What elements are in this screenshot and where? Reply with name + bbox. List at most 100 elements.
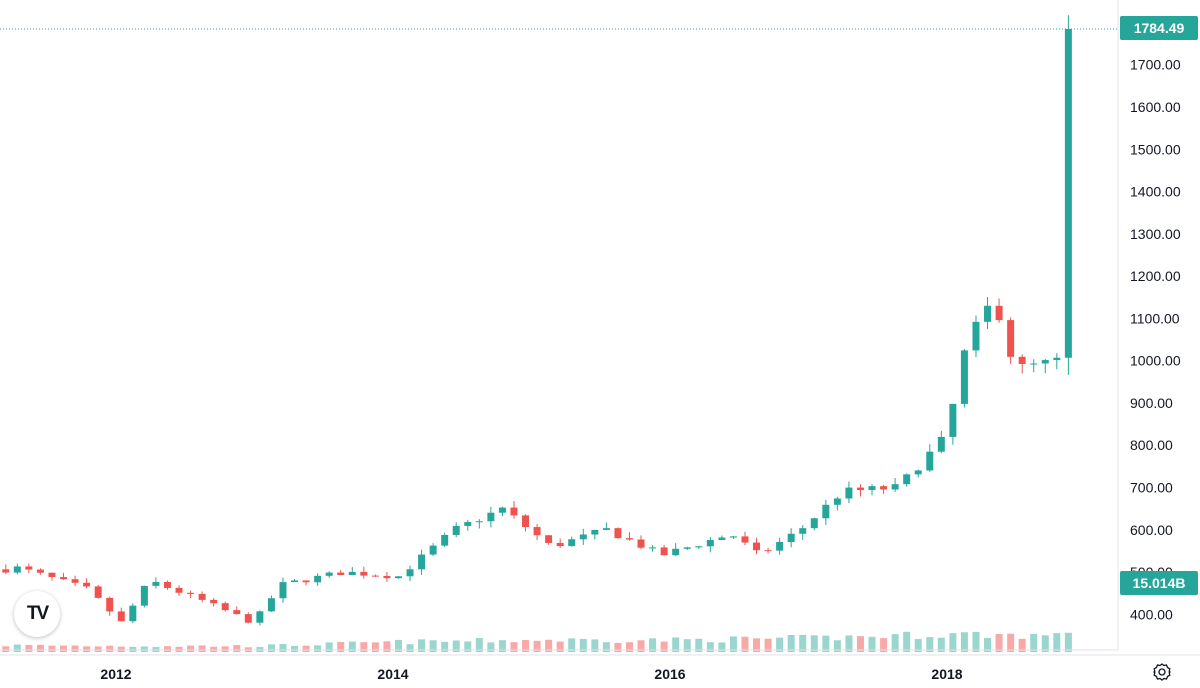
volume-bar [371, 642, 379, 652]
volume-bar [464, 641, 472, 652]
volume-bar [776, 637, 784, 652]
candle-body [337, 572, 345, 576]
candle-body [591, 529, 599, 535]
candle-body [568, 539, 576, 547]
candle-body [856, 487, 864, 491]
volume-bar [475, 638, 483, 652]
volume-bar [498, 640, 506, 652]
volume-bar [267, 644, 275, 652]
volume-bar [279, 643, 287, 652]
volume-bar [741, 636, 749, 652]
candle-body [833, 498, 841, 505]
volume-bar [1030, 633, 1038, 652]
candle-body [48, 572, 56, 578]
tradingview-logo-button[interactable]: TV [14, 591, 60, 637]
candle-body [383, 575, 391, 579]
volume-bar [891, 634, 899, 652]
price-tick-label: 800.00 [1130, 437, 1173, 453]
candle-body [845, 487, 853, 499]
volume-bar [348, 641, 356, 652]
candle-body [25, 566, 33, 570]
candle-body [660, 547, 668, 556]
candle-body [926, 451, 934, 471]
volume-bar [452, 640, 460, 652]
volume-bar [441, 641, 449, 652]
volume-bar [637, 640, 645, 652]
volume-bar [383, 641, 391, 652]
candle-body [291, 580, 299, 583]
volume-bar [937, 637, 945, 652]
candle-body [960, 350, 968, 404]
volume-bar [221, 646, 229, 652]
volume-bar [360, 642, 368, 652]
candle-body [129, 605, 137, 622]
candle-body [1007, 320, 1015, 357]
candle-body [210, 599, 218, 604]
candle-body [579, 534, 587, 540]
volume-bar [291, 645, 299, 652]
candle-body [406, 569, 414, 577]
candle-body [972, 321, 980, 351]
volume-bar [129, 646, 137, 652]
candle-body [152, 582, 160, 586]
candle-body [1053, 357, 1061, 361]
candle-body [556, 542, 564, 547]
volume-bar [949, 633, 957, 652]
candle-body [637, 539, 645, 548]
volume-bar [787, 634, 795, 652]
candle-body [429, 545, 437, 555]
candle-body [36, 569, 44, 573]
volume-bar [94, 646, 102, 652]
last-price-badge: 1784.49 [1120, 16, 1198, 40]
candle-body [314, 575, 322, 583]
price-tick-label: 1000.00 [1130, 353, 1181, 369]
volume-bar [868, 636, 876, 652]
volume-bar [1041, 635, 1049, 652]
candle-body [614, 528, 622, 539]
volume-bar [394, 639, 402, 652]
volume-bar [325, 642, 333, 652]
volume-bar [660, 641, 668, 652]
candle-body [256, 611, 264, 623]
volume-bar [487, 642, 495, 652]
volume-bar [972, 631, 980, 652]
candle-body [533, 527, 541, 536]
volume-bar [117, 646, 125, 652]
price-tick-label: 1500.00 [1130, 141, 1181, 157]
candle-body [394, 576, 402, 579]
candle-body [522, 515, 530, 528]
candle-body [764, 550, 772, 552]
volume-bar [672, 637, 680, 652]
candle-body [117, 611, 125, 622]
settings-gear-icon[interactable] [1152, 662, 1172, 682]
volume-bar [799, 634, 807, 652]
volume-bar [649, 638, 657, 652]
candle-body [718, 537, 726, 540]
volume-bar [683, 639, 691, 652]
volume-bar [914, 639, 922, 652]
candle-body [418, 554, 426, 570]
last-volume-value: 15.014B [1133, 575, 1186, 591]
candle-body [891, 484, 899, 490]
candle-body [683, 547, 691, 549]
candle-body [649, 547, 657, 549]
volume-bar [429, 640, 437, 652]
candle-body [787, 533, 795, 543]
time-axis: 20122014201620182020202220242026 [0, 649, 1200, 682]
candle-body [995, 305, 1003, 321]
candle-body [83, 582, 91, 587]
price-tick-label: 700.00 [1130, 480, 1173, 496]
last-volume-badge-bg [1120, 571, 1198, 595]
volume-bar [83, 646, 91, 652]
volume-bar [579, 638, 587, 652]
volume-bar [25, 645, 33, 652]
volume-bar [1007, 633, 1015, 652]
price-tick-label: 1700.00 [1130, 57, 1181, 73]
candle-body [279, 582, 287, 599]
candle-body [441, 534, 449, 546]
candle-body [302, 580, 310, 583]
volume-bar [510, 642, 518, 652]
price-tick-label: 1200.00 [1130, 268, 1181, 284]
volume-bar [1053, 633, 1061, 652]
